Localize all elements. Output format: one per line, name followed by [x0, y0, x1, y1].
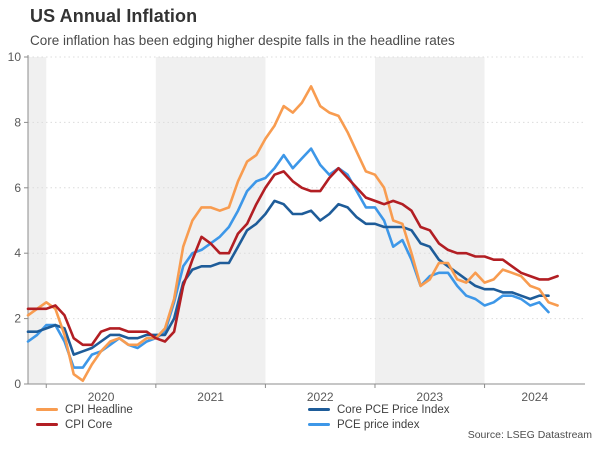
x-axis-tick-label: 2020: [88, 390, 115, 404]
legend-item-cpi-core: CPI Core: [36, 417, 133, 432]
legend-item-core-pce: Core PCE Price Index: [308, 402, 450, 417]
legend-label-pce: PCE price index: [337, 418, 420, 431]
year-shade-band: [28, 57, 47, 384]
x-axis-tick-label: 2023: [416, 390, 443, 404]
legend-item-cpi-headline: CPI Headline: [36, 402, 133, 417]
x-axis-tick-label: 2024: [521, 390, 548, 404]
chart-subtitle: Core inflation has been edging higher de…: [30, 33, 455, 48]
legend-swatch-pce: [308, 422, 330, 427]
series-line-cpi-headline: [26, 85, 559, 383]
chart-legend: CPI Headline CPI Core Core PCE Price Ind…: [0, 402, 600, 434]
legend-column-right: Core PCE Price Index PCE price index: [308, 402, 450, 432]
legend-label-cpi-headline: CPI Headline: [65, 403, 133, 416]
legend-label-core-pce: Core PCE Price Index: [337, 403, 450, 416]
year-shade-band: [374, 57, 485, 384]
y-axis-tick-label: 2: [14, 312, 21, 326]
chart-title: US Annual Inflation: [30, 6, 198, 26]
y-axis-tick-label: 8: [14, 115, 21, 129]
legend-swatch-core-pce: [308, 407, 330, 412]
legend-swatch-cpi-core: [36, 422, 58, 427]
series-line-cpi-core: [26, 166, 559, 347]
source-credit: Source: LSEG Datastream: [467, 429, 592, 441]
legend-swatch-cpi-headline: [36, 407, 58, 412]
y-axis-tick-label: 4: [14, 246, 21, 260]
legend-label-cpi-core: CPI Core: [65, 418, 113, 431]
y-axis-tick-label: 6: [14, 181, 21, 195]
y-axis-tick-label: 0: [14, 377, 21, 391]
x-axis-tick-label: 2022: [307, 390, 334, 404]
legend-column-left: CPI Headline CPI Core: [36, 402, 133, 432]
x-axis-tick-label: 2021: [197, 390, 224, 404]
series-line-pce-price-index: [26, 147, 550, 369]
series-line-core-pce-price-index: [26, 199, 550, 356]
y-axis-tick-label: 10: [8, 50, 22, 64]
legend-item-pce: PCE price index: [308, 417, 450, 432]
